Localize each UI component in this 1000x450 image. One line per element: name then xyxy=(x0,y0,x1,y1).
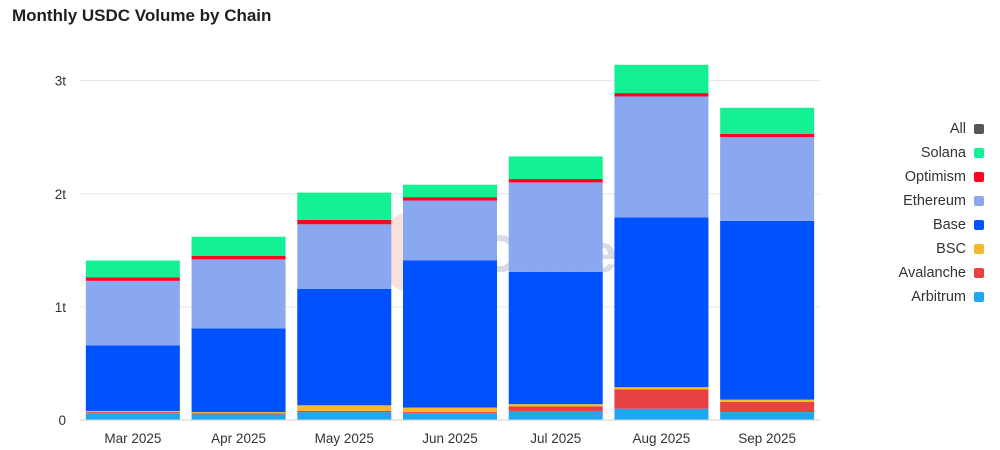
legend-swatch xyxy=(974,291,984,302)
bar-solana-6 xyxy=(720,107,815,134)
bar-ethereum-6 xyxy=(720,137,815,221)
bar-base-5 xyxy=(614,217,709,388)
x-tick-label-0: Mar 2025 xyxy=(104,431,161,446)
legend-label: Base xyxy=(932,216,966,233)
legend-item-all[interactable]: All xyxy=(899,120,984,137)
legend-label: All xyxy=(949,120,966,137)
x-tick-label-2: May 2025 xyxy=(315,431,374,446)
y-tick-label-0: 0 xyxy=(58,413,66,428)
x-tick-label-4: Jul 2025 xyxy=(530,431,581,446)
legend-swatch xyxy=(974,147,984,158)
bar-arbitrum-3 xyxy=(403,413,497,420)
bar-base-2 xyxy=(297,288,392,406)
legend-swatch xyxy=(974,267,984,278)
bar-optimism-4 xyxy=(508,179,603,183)
bars xyxy=(85,64,815,420)
bar-bsc-1 xyxy=(191,412,286,414)
legend-item-solana[interactable]: Solana xyxy=(899,144,984,161)
bar-ethereum-1 xyxy=(191,259,286,329)
legend-swatch xyxy=(974,195,984,206)
bar-avalanche-5 xyxy=(614,389,709,409)
bar-ethereum-5 xyxy=(614,96,709,218)
bar-ethereum-4 xyxy=(508,182,603,272)
bar-base-6 xyxy=(720,220,815,400)
bar-solana-2 xyxy=(297,192,392,220)
bar-optimism-0 xyxy=(85,277,180,281)
y-tick-label-3: 3t xyxy=(55,74,67,89)
bar-solana-3 xyxy=(403,184,497,198)
legend-item-optimism[interactable]: Optimism xyxy=(899,168,984,185)
bar-bsc-0 xyxy=(85,410,180,413)
x-tick-label-5: Aug 2025 xyxy=(633,431,691,446)
bar-solana-4 xyxy=(508,156,603,180)
bar-optimism-2 xyxy=(297,219,392,225)
x-tick-label-1: Apr 2025 xyxy=(211,431,266,446)
bar-arbitrum-0 xyxy=(85,413,180,420)
x-tick-label-3: Jun 2025 xyxy=(422,431,478,446)
legend-label: BSC xyxy=(936,240,966,257)
bar-bsc-5 xyxy=(614,387,709,390)
bar-arbitrum-2 xyxy=(297,412,392,420)
legend-label: Arbitrum xyxy=(911,288,966,305)
legend-label: Optimism xyxy=(904,168,966,185)
bar-bsc-3 xyxy=(403,407,497,413)
bar-avalanche-1 xyxy=(191,413,286,415)
bar-arbitrum-4 xyxy=(508,410,603,420)
bar-arbitrum-5 xyxy=(614,408,709,420)
legend-item-avalanche[interactable]: Avalanche xyxy=(899,264,984,281)
x-tick-label-6: Sep 2025 xyxy=(738,431,796,446)
bar-ethereum-0 xyxy=(85,280,180,346)
bar-avalanche-4 xyxy=(508,406,603,411)
bar-base-0 xyxy=(85,345,180,411)
bar-optimism-1 xyxy=(191,255,286,260)
y-tick-label-2: 2t xyxy=(55,187,67,202)
legend: All Solana Optimism Ethereum Base BSC Avalanch… xyxy=(899,120,984,305)
bar-arbitrum-6 xyxy=(720,412,815,420)
bar-avalanche-3 xyxy=(403,412,497,414)
bar-optimism-3 xyxy=(403,197,497,201)
bar-bsc-6 xyxy=(720,399,815,402)
bar-solana-5 xyxy=(614,64,709,94)
bar-base-3 xyxy=(403,260,497,408)
bar-solana-0 xyxy=(85,260,180,278)
legend-swatch xyxy=(974,171,984,182)
bar-avalanche-0 xyxy=(85,412,180,414)
bar-solana-1 xyxy=(191,236,286,256)
legend-label: Solana xyxy=(920,144,966,161)
y-tick-label-1: 1t xyxy=(55,300,67,315)
bar-bsc-2 xyxy=(297,405,392,411)
bar-avalanche-2 xyxy=(297,410,392,413)
bar-base-1 xyxy=(191,328,286,413)
bar-base-4 xyxy=(508,271,603,405)
legend-item-bsc[interactable]: BSC xyxy=(899,240,984,257)
legend-swatch xyxy=(974,123,984,134)
chart-title: Monthly USDC Volume by Chain xyxy=(12,6,272,25)
legend-swatch xyxy=(974,219,984,230)
bar-bsc-4 xyxy=(508,404,603,407)
bar-ethereum-3 xyxy=(403,200,497,261)
legend-label: Ethereum xyxy=(903,192,966,209)
legend-item-arbitrum[interactable]: Arbitrum xyxy=(899,288,984,305)
bar-optimism-5 xyxy=(614,93,709,97)
legend-item-ethereum[interactable]: Ethereum xyxy=(899,192,984,209)
bar-avalanche-6 xyxy=(720,401,815,413)
bar-optimism-6 xyxy=(720,133,815,138)
legend-item-base[interactable]: Base xyxy=(899,216,984,233)
legend-label: Avalanche xyxy=(898,264,966,281)
axes: 0 1t 2t 3t Mar 2025 Apr 2025 May 2025 Jun 2025 J… xyxy=(55,74,820,446)
legend-swatch xyxy=(974,243,984,254)
bar-ethereum-2 xyxy=(297,224,392,289)
bar-arbitrum-1 xyxy=(191,414,286,420)
